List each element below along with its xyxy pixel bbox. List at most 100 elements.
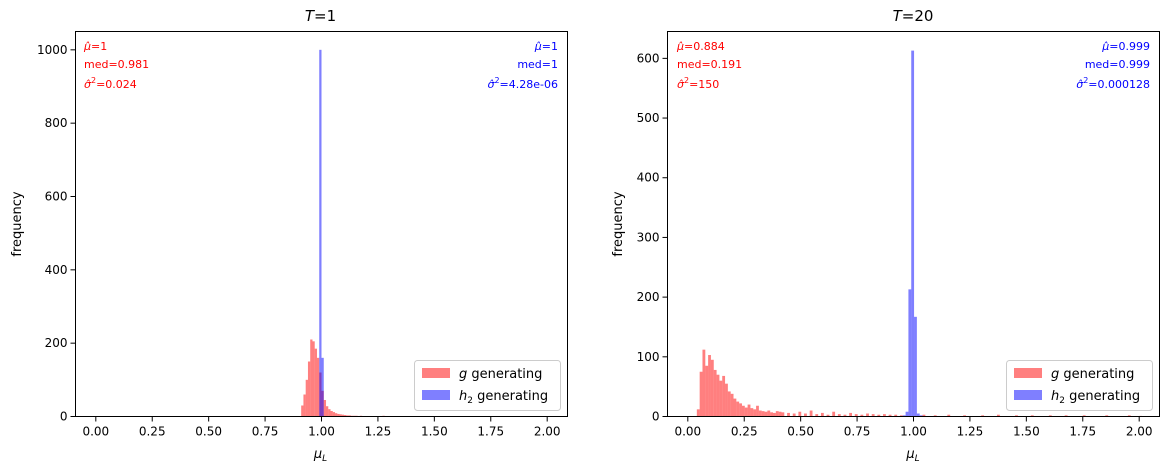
g-histogram-bar (741, 405, 745, 417)
y-tick-label: 1000 (37, 43, 68, 57)
g-histogram-bar (854, 414, 858, 417)
g-histogram-bar (787, 412, 790, 417)
x-tick-label: 0.50 (787, 425, 814, 439)
g-histogram-bar (316, 357, 320, 417)
g-histogram-bar (719, 380, 723, 417)
x-axis-label: μL (905, 447, 919, 464)
stats-g: μ̂=1 med=0.981 σ̂2=0.024 (83, 40, 149, 91)
x-tick-label: 1.50 (1013, 425, 1040, 439)
g-histogram-bar (773, 412, 776, 417)
legend-box (414, 360, 561, 411)
legend-label-g: g generating (459, 367, 542, 382)
bars-layer (301, 49, 448, 417)
stat-h2-median: med=0.999 (1085, 58, 1150, 71)
g-histogram-bar (764, 411, 768, 417)
stat-h2-variance: σ̂2=0.000128 (1076, 76, 1150, 91)
stat-g-mean: μ̂=1 (83, 40, 107, 53)
g-histogram-bar (866, 413, 869, 417)
g-histogram-bar (860, 414, 864, 417)
y-tick-label: 0 (60, 410, 68, 424)
g-histogram-bar (346, 415, 349, 417)
g-histogram-bar (1030, 415, 1034, 417)
h2-histogram-bar (905, 411, 909, 417)
y-tick-label: 300 (637, 230, 660, 244)
y-tick-label: 400 (637, 171, 660, 185)
g-histogram-bar (750, 408, 754, 417)
g-histogram-bar (792, 413, 796, 417)
g-histogram-bar (337, 413, 340, 417)
y-axis-label: frequency (611, 191, 626, 257)
g-histogram-bar (739, 403, 742, 417)
g-histogram-bar (849, 412, 852, 417)
x-tick-label: 1.25 (957, 425, 984, 439)
x-tick-label: 1.75 (477, 425, 504, 439)
x-tick-label: 0.50 (195, 425, 222, 439)
y-tick-label: 600 (45, 190, 68, 204)
g-histogram-bar (736, 401, 740, 417)
g-histogram-bar (837, 414, 841, 417)
stat-h2-variance: σ̂2=4.28e-06 (487, 76, 558, 91)
g-histogram-bar (305, 379, 308, 417)
g-histogram-bar (922, 414, 926, 417)
stats-g: μ̂=0.884 med=0.191 σ̂2=150 (676, 40, 742, 91)
x-tick-label: 0.75 (252, 425, 279, 439)
x-tick-label: 1.50 (421, 425, 448, 439)
legend-label-g: g generating (1051, 367, 1134, 382)
g-histogram-bar (733, 398, 737, 417)
chart-title: T=20 (893, 7, 934, 25)
g-histogram-bar (804, 413, 807, 417)
chart-title: T=1 (305, 7, 336, 25)
g-histogram-bar (761, 411, 765, 417)
g-histogram-bar (820, 412, 824, 417)
g-histogram-bar (713, 369, 717, 417)
stat-h2-mean: μ̂=0.999 (1101, 40, 1150, 53)
g-histogram-bar (727, 391, 731, 417)
legend-swatch-g (1014, 368, 1042, 378)
y-tick-label: 0 (652, 410, 660, 424)
h2-histogram-bar (319, 49, 322, 417)
g-histogram-bar (843, 414, 847, 417)
g-histogram-bar (798, 411, 802, 417)
legend: g generating h2 generating (414, 360, 561, 411)
x-tick-label: 1.25 (365, 425, 392, 439)
legend-label-h2: h2 generating (459, 389, 548, 406)
g-histogram-bar (1082, 415, 1086, 417)
g-histogram-bar (963, 415, 966, 417)
g-histogram-bar (310, 339, 313, 417)
stat-g-median: med=0.981 (84, 58, 149, 71)
g-histogram-bar (328, 409, 331, 417)
g-histogram-bar (716, 374, 720, 417)
h2-histogram-bar (908, 289, 912, 417)
x-tick-label: 2.00 (534, 425, 561, 439)
g-histogram-bar (809, 410, 813, 417)
h2-histogram-bar (914, 316, 917, 417)
g-histogram-bar (344, 415, 347, 417)
y-axis-ticks: 0 100 200 300 400 500 600 (637, 51, 668, 424)
g-histogram-bar (756, 405, 759, 417)
chart-panel-t20: T=20 0.00 0.25 0.50 0.75 1.00 1.25 1.50 1.75 2.0… (611, 7, 1160, 464)
x-axis-ticks: 0.00 0.25 0.50 0.75 1.00 1.25 1.50 1.75 2.00 (82, 416, 561, 439)
stat-g-variance: σ̂2=0.024 (84, 76, 137, 91)
g-histogram-bar (314, 348, 317, 417)
bars-layer (696, 50, 1143, 417)
x-tick-label: 2.00 (1126, 425, 1153, 439)
y-tick-label: 200 (637, 290, 660, 304)
g-histogram-bar (1064, 415, 1068, 417)
g-histogram-bar (997, 414, 1000, 417)
g-histogram-bar (339, 414, 342, 417)
stat-g-variance: σ̂2=150 (677, 76, 719, 91)
g-histogram-bar (303, 394, 306, 417)
y-tick-label: 500 (637, 111, 660, 125)
g-histogram-bar (747, 404, 751, 417)
y-tick-label: 800 (45, 116, 68, 130)
g-histogram-bar (871, 414, 875, 417)
h2-histogram-bar (911, 50, 915, 417)
x-tick-label: 0.25 (731, 425, 758, 439)
g-histogram-bar (832, 411, 836, 417)
x-tick-label: 1.00 (308, 425, 335, 439)
g-histogram-bar (710, 359, 714, 417)
g-histogram-bar (301, 405, 304, 417)
g-histogram-bar (696, 409, 700, 417)
legend-swatch-h2 (1014, 390, 1042, 400)
